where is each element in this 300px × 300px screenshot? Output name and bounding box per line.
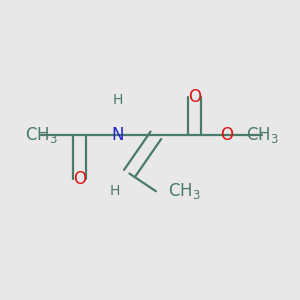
Text: N: N [111, 126, 124, 144]
Text: O: O [73, 170, 86, 188]
Text: CH$_3$: CH$_3$ [245, 125, 278, 145]
Text: O: O [188, 88, 201, 106]
Text: CH$_3$: CH$_3$ [168, 181, 200, 201]
Text: H: H [110, 184, 120, 198]
Text: H: H [112, 93, 123, 107]
Text: CH$_3$: CH$_3$ [25, 125, 57, 145]
Text: O: O [220, 126, 233, 144]
